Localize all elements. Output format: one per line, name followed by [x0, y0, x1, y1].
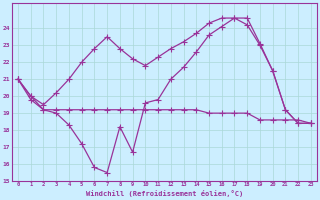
X-axis label: Windchill (Refroidissement éolien,°C): Windchill (Refroidissement éolien,°C) [86, 190, 243, 197]
